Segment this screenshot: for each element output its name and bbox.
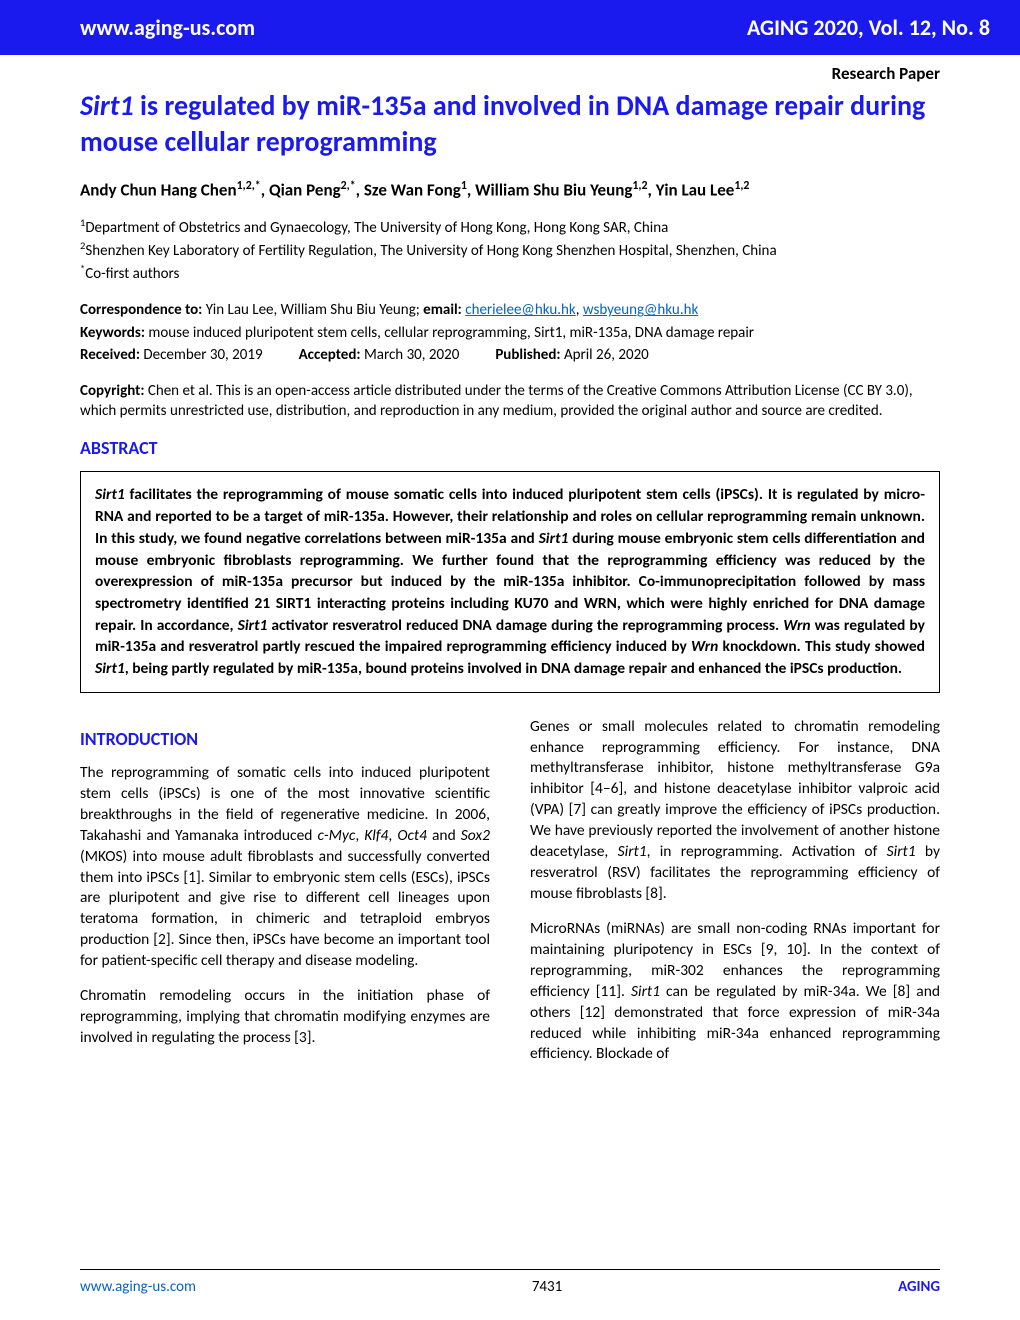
email-link-1[interactable]: cherielee@hku.hk: [465, 301, 575, 319]
affiliation-1: 1Department of Obstetrics and Gynaecolog…: [80, 216, 940, 239]
intro-p4: MicroRNAs (miRNAs) are small non-coding …: [530, 919, 940, 1065]
keywords-text: mouse induced pluripotent stem cells, ce…: [145, 324, 754, 342]
column-left: INTRODUCTION The reprogramming of somati…: [80, 717, 490, 1080]
page-footer: www.aging-us.com 7431 AGING: [80, 1269, 940, 1296]
keywords-label: Keywords:: [80, 324, 145, 342]
accepted-date: Accepted: March 30, 2020: [299, 344, 460, 367]
accepted-label: Accepted:: [299, 346, 361, 364]
footer-journal: AGING: [898, 1278, 940, 1296]
body-columns: INTRODUCTION The reprogramming of somati…: [80, 717, 940, 1080]
meta-block: Correspondence to: Yin Lau Lee, William …: [80, 299, 940, 367]
journal-issue: AGING 2020, Vol. 12, No. 8: [747, 14, 990, 41]
introduction-heading: INTRODUCTION: [80, 727, 490, 751]
received-date: Received: December 30, 2019: [80, 344, 263, 367]
correspondence-line: Correspondence to: Yin Lau Lee, William …: [80, 299, 940, 322]
copyright-text: Chen et al. This is an open-access artic…: [80, 382, 913, 420]
abstract-heading: ABSTRACT: [80, 437, 940, 459]
intro-p3: Genes or small molecules related to chro…: [530, 717, 940, 905]
copyright-block: Copyright: Chen et al. This is an open-a…: [80, 381, 940, 422]
intro-p1: The reprogramming of somatic cells into …: [80, 763, 490, 972]
correspondence-names: Yin Lau Lee, William Shu Biu Yeung;: [202, 301, 423, 319]
affiliation-2: 2Shenzhen Key Laboratory of Fertility Re…: [80, 239, 940, 262]
content-area: Sirt1 is regulated by miR-135a and invol…: [0, 88, 1020, 1079]
abstract-box: Sirt1 facilitates the reprogramming of m…: [80, 471, 940, 692]
footer-url: www.aging-us.com: [80, 1278, 196, 1296]
keywords-line: Keywords: mouse induced pluripotent stem…: [80, 322, 940, 345]
correspondence-label: Correspondence to:: [80, 301, 202, 319]
copyright-label: Copyright:: [80, 382, 144, 400]
title-rest: is regulated by miR-135a and involved in…: [80, 88, 925, 159]
accepted-value: March 30, 2020: [361, 346, 460, 364]
dates-line: Received: December 30, 2019 Accepted: Ma…: [80, 344, 940, 367]
journal-url: www.aging-us.com: [80, 14, 255, 41]
published-date: Published: April 26, 2020: [495, 344, 648, 367]
published-label: Published:: [495, 346, 560, 364]
footer-page-number: 7431: [532, 1278, 562, 1296]
author-list: Andy Chun Hang Chen1,2,*, Qian Peng2,*, …: [80, 179, 940, 201]
affiliations: 1Department of Obstetrics and Gynaecolog…: [80, 216, 940, 285]
received-label: Received:: [80, 346, 140, 364]
title-italic-lead: Sirt1: [80, 88, 134, 123]
email-link-2[interactable]: wsbyeung@hku.hk: [583, 301, 698, 319]
email-sep: ,: [576, 301, 583, 319]
email-label: email:: [423, 301, 462, 319]
intro-p2: Chromatin remodeling occurs in the initi…: [80, 986, 490, 1049]
received-value: December 30, 2019: [140, 346, 263, 364]
affiliation-cofirst: *Co-first authors: [80, 262, 940, 285]
published-value: April 26, 2020: [561, 346, 649, 364]
journal-header-bar: www.aging-us.com AGING 2020, Vol. 12, No…: [0, 0, 1020, 55]
paper-title: Sirt1 is regulated by miR-135a and invol…: [80, 88, 940, 161]
paper-type-label: Research Paper: [0, 55, 1020, 88]
column-right: Genes or small molecules related to chro…: [530, 717, 940, 1080]
